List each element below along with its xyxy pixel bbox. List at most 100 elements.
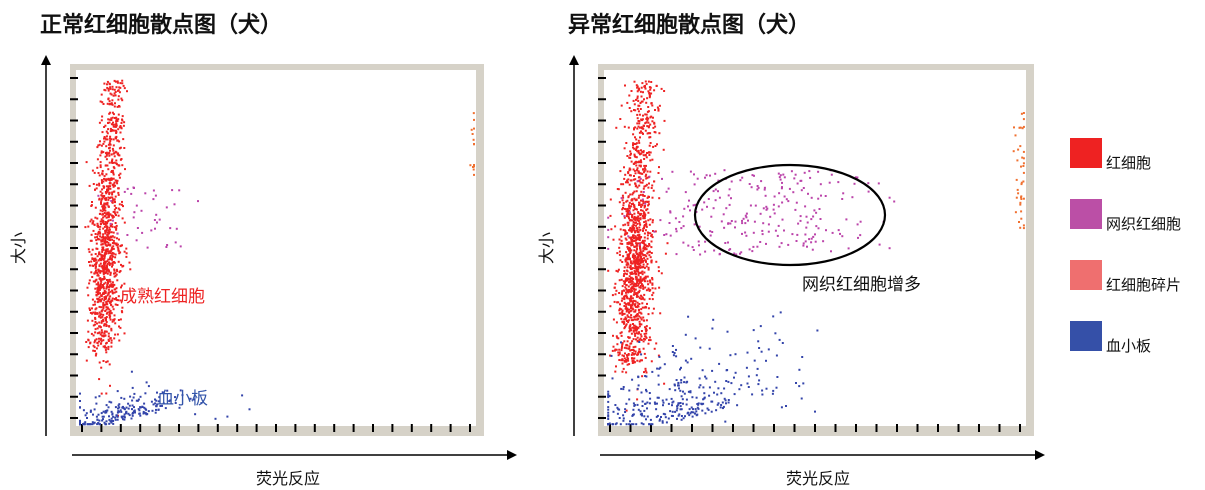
scatter-point (1020, 198, 1023, 200)
scatter-point (94, 321, 97, 323)
scatter-point (107, 258, 110, 261)
scatter-point (104, 236, 107, 239)
scatter-point (1022, 227, 1025, 230)
reticulocyte-highlight-ellipse (693, 163, 887, 267)
scatter-point (785, 198, 788, 201)
scatter-point (633, 357, 636, 360)
scatter-point (619, 332, 622, 335)
scatter-point (115, 224, 118, 227)
legend-label: 血小板 (1106, 337, 1151, 355)
scatter-point (777, 205, 780, 208)
scatter-point (640, 391, 643, 394)
scatter-point (102, 410, 105, 413)
scatter-point (704, 250, 707, 253)
scatter-point (144, 392, 147, 395)
scatter-point (111, 225, 114, 228)
scatter-point (95, 283, 98, 286)
scatter-point (624, 208, 627, 211)
scatter-point (633, 162, 636, 165)
scatter-point (93, 171, 96, 174)
scatter-point (116, 139, 119, 142)
scatter-point (102, 318, 105, 321)
scatter-point (147, 385, 150, 388)
scatter-point (95, 239, 98, 242)
scatter-point (785, 405, 787, 407)
scatter-point (118, 86, 121, 89)
scatter-point (118, 339, 121, 342)
scatter-point (646, 245, 649, 248)
scatter-point (728, 188, 731, 191)
scatter-point (677, 414, 680, 417)
scatter-point (100, 179, 103, 182)
scatter-point (645, 225, 648, 228)
scatter-point (695, 396, 698, 399)
scatter-point (85, 161, 88, 164)
scatter-point (796, 182, 799, 185)
scatter-point (712, 190, 715, 193)
scatter-point (626, 207, 629, 210)
scatter-point (104, 292, 107, 294)
scatter-point (99, 223, 102, 226)
scatter-point (94, 316, 97, 319)
scatter-point (102, 415, 105, 418)
legend-swatch (1070, 321, 1102, 351)
scatter-point (79, 406, 81, 409)
scatter-point (675, 355, 678, 358)
scatter-point (1022, 150, 1025, 153)
scatter-point (1022, 118, 1025, 121)
scatter-point (94, 308, 97, 311)
scatter-point (633, 246, 636, 248)
scatter-point (126, 234, 129, 236)
scatter-point (738, 388, 741, 391)
scatter-point (621, 292, 624, 295)
scatter-point (646, 234, 649, 237)
scatter-point (634, 300, 637, 303)
scatter-point (97, 172, 100, 174)
scatter-point (150, 229, 153, 232)
scatter-point (79, 400, 81, 402)
scatter-point (642, 216, 645, 219)
scatter-point (669, 234, 672, 237)
scatter-point (637, 215, 640, 218)
scatter-point (660, 87, 663, 90)
scatter-point (106, 272, 109, 275)
scatter-point (634, 126, 637, 129)
scatter-point (607, 415, 610, 418)
scatter-point (627, 213, 630, 216)
scatter-point (756, 367, 759, 370)
scatter-point (117, 407, 119, 410)
scatter-point (97, 259, 100, 262)
scatter-point (636, 387, 639, 390)
scatter-point (625, 347, 628, 350)
scatter-point (638, 315, 641, 318)
scatter-point (798, 368, 801, 371)
scatter-point (114, 222, 117, 224)
scatter-point (112, 144, 115, 147)
scatter-point (679, 408, 682, 411)
scatter-point (650, 92, 653, 95)
scatter-point (717, 402, 720, 405)
scatter-point (629, 279, 632, 282)
scatter-point (118, 403, 121, 406)
scatter-point (627, 178, 630, 181)
scatter-point (744, 214, 747, 217)
scatter-point (640, 241, 643, 244)
scatter-point (114, 94, 117, 97)
scatter-point (748, 183, 751, 185)
scatter-point (635, 267, 638, 270)
scatter-point (100, 150, 103, 153)
scatter-point (105, 302, 108, 305)
scatter-point (629, 296, 632, 299)
scatter-point (110, 196, 113, 199)
scatter-point (648, 95, 651, 97)
scatter-point (111, 246, 114, 249)
scatter-point (638, 303, 641, 305)
scatter-point (614, 282, 617, 285)
scatter-point (654, 145, 657, 147)
scatter-point (625, 409, 628, 412)
scatter-point (649, 232, 652, 235)
scatter-point (812, 235, 815, 238)
scatter-point (653, 401, 656, 404)
scatter-point (636, 252, 639, 255)
scatter-point (636, 328, 639, 330)
